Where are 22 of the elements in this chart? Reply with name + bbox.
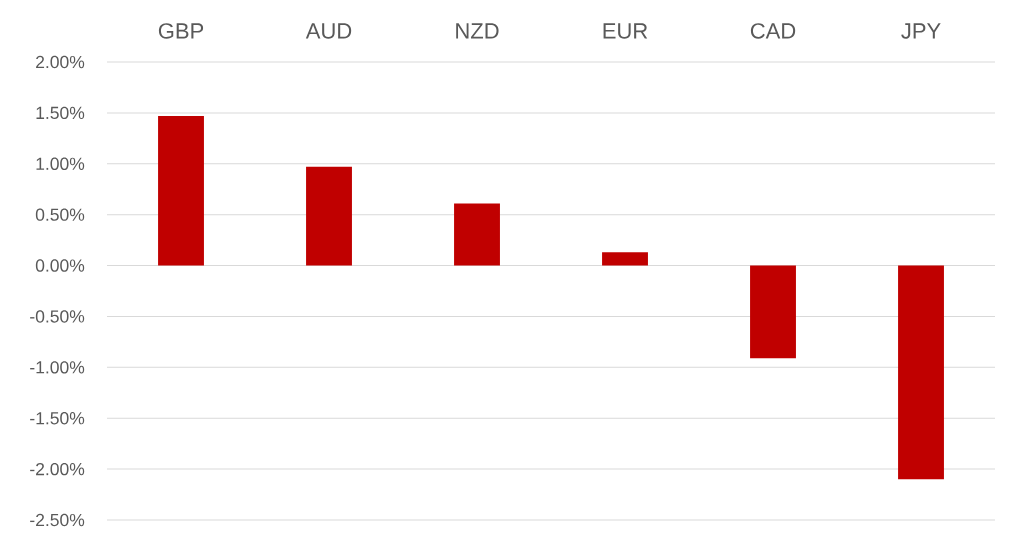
x-tick-label: EUR — [603, 23, 648, 39]
bar — [158, 115, 204, 266]
y-tick-label: -2.00% — [30, 462, 85, 476]
x-tick-label: GBP — [158, 23, 204, 39]
x-tick-label: JPY — [901, 23, 941, 39]
y-tick-label: -0.50% — [30, 310, 85, 323]
y-tick-label: -1.50% — [30, 412, 85, 425]
x-tick-label: NZD — [456, 23, 499, 39]
bar — [306, 166, 352, 266]
bar — [898, 265, 944, 480]
y-tick-label: 2.00% — [36, 55, 85, 69]
y-tick-label: 0.00% — [35, 259, 85, 272]
bar — [602, 252, 648, 266]
y-tick-label: -2.50% — [30, 513, 85, 527]
x-tick-label: AUD — [305, 23, 352, 39]
bar — [454, 203, 500, 266]
y-tick-label: 0.50% — [35, 208, 85, 221]
y-tick-label: 1.00% — [36, 157, 85, 170]
y-tick-label: 1.50% — [36, 106, 85, 120]
bar — [750, 265, 796, 359]
y-tick-label: -1.00% — [30, 361, 85, 374]
x-tick-label: CAD — [750, 23, 796, 39]
